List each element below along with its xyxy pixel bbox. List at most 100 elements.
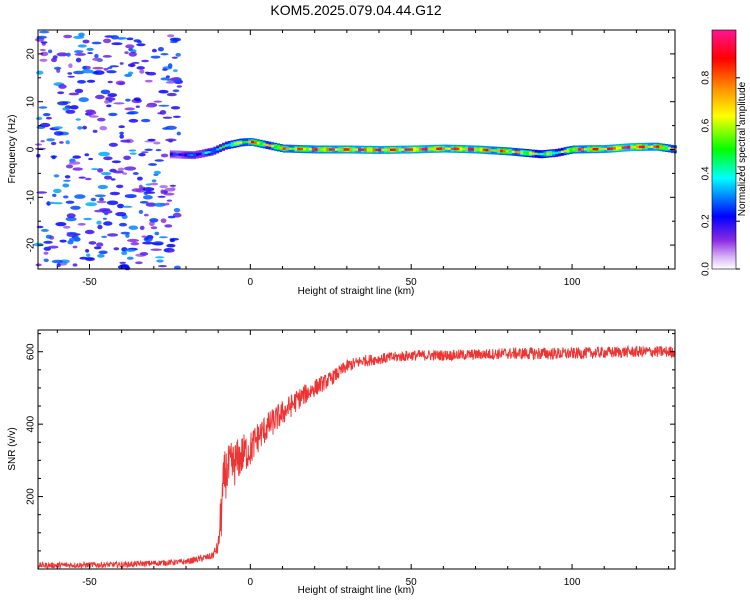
noise-speck — [103, 221, 113, 226]
noise-speck — [67, 75, 75, 78]
noise-speck — [94, 194, 106, 198]
signal-core-cell — [213, 149, 217, 152]
noise-speck — [124, 166, 137, 171]
signal-core-cell — [248, 140, 252, 144]
noise-speck — [153, 141, 161, 145]
noise-speck — [153, 100, 163, 103]
signal-core-cell — [230, 143, 234, 146]
signal-core-cell — [546, 152, 550, 155]
noise-speck — [176, 131, 181, 136]
noise-speck — [175, 53, 181, 57]
noise-speck — [150, 248, 162, 251]
noise-speck — [99, 197, 104, 202]
signal-core-cell — [193, 153, 197, 157]
noise-speck — [148, 163, 158, 166]
noise-speck — [85, 177, 92, 181]
noise-speck — [40, 228, 49, 232]
spectrogram-xtick-label: 50 — [406, 277, 418, 288]
noise-speck — [36, 116, 43, 121]
signal-core-cell — [282, 147, 286, 150]
noise-speck — [131, 188, 142, 192]
noise-speck — [96, 220, 102, 225]
signal-core-cell — [581, 148, 585, 151]
noise-speck — [131, 61, 140, 64]
signal-core-cell — [178, 153, 182, 156]
noise-speck — [77, 126, 83, 130]
noise-speck — [43, 258, 49, 263]
noise-speck — [74, 194, 86, 199]
noise-speck — [119, 134, 124, 139]
noise-speck — [98, 151, 110, 157]
signal-core-cell — [447, 147, 451, 150]
noise-speck — [66, 232, 77, 237]
noise-speck — [149, 221, 155, 227]
signal-core-cell — [445, 147, 448, 150]
signal-core-cell — [196, 153, 199, 156]
snr-xlabel: Height of straight line (km) — [298, 585, 415, 596]
signal-core-cell — [595, 148, 599, 151]
noise-speck — [124, 51, 129, 54]
noise-speck — [144, 79, 153, 83]
signal-core-cell — [610, 147, 613, 150]
noise-speck — [128, 225, 139, 230]
signal-core-cell — [670, 147, 674, 151]
noise-speck — [166, 92, 177, 97]
noise-speck — [150, 226, 158, 230]
noise-speck — [157, 47, 164, 52]
noise-speck — [101, 235, 108, 238]
noise-speck — [149, 218, 159, 223]
noise-speck — [111, 160, 122, 164]
noise-speck — [72, 167, 83, 171]
noise-speck — [68, 63, 73, 68]
noise-speck — [74, 88, 84, 94]
noise-speck — [133, 97, 141, 101]
noise-speck — [39, 30, 50, 34]
noise-speck — [170, 106, 181, 110]
noise-speck — [135, 261, 143, 265]
noise-speck — [52, 193, 57, 197]
signal-core-cell — [534, 152, 538, 155]
noise-speck — [70, 205, 81, 210]
noise-speck — [169, 40, 178, 44]
noise-speck — [166, 199, 173, 202]
signal-core-cell — [665, 146, 668, 150]
signal-core-cell — [224, 144, 228, 147]
noise-speck — [96, 200, 107, 204]
signal-core-cell — [462, 147, 466, 151]
snr-xtick-label: 0 — [248, 577, 254, 588]
noise-speck — [92, 66, 104, 70]
signal-core-cell — [398, 148, 402, 151]
noise-speck — [119, 131, 124, 135]
noise-speck — [127, 63, 136, 67]
snr-ticks: -50 0 50 100 200 400 600 — [26, 330, 675, 588]
noise-speck — [35, 263, 42, 267]
signal-core-cell — [242, 141, 246, 144]
noise-speck — [120, 139, 131, 143]
signal-core-cell — [303, 148, 307, 151]
noise-speck — [36, 70, 44, 75]
noise-speck — [68, 92, 80, 96]
signal-core-cell — [227, 143, 231, 147]
signal-core-cell — [473, 148, 477, 151]
signal-core-cell — [361, 148, 364, 151]
signal-core-cell — [479, 148, 483, 151]
noise-speck — [65, 164, 74, 169]
noise-speck — [86, 253, 91, 257]
signal-core-cell — [543, 152, 547, 156]
signal-core-cell — [572, 148, 576, 151]
signal-core-cell — [526, 151, 529, 155]
noise-speck — [141, 59, 150, 63]
noise-speck — [104, 175, 112, 180]
noise-speck — [99, 208, 111, 211]
noise-speck — [48, 245, 59, 249]
signal-core-cell — [358, 148, 362, 151]
noise-speck — [63, 179, 71, 182]
signal-core-cell — [511, 150, 515, 153]
noise-speck — [88, 241, 97, 245]
noise-speck — [157, 265, 168, 268]
snr-xtick-label: 50 — [406, 577, 418, 588]
noise-speck — [64, 175, 71, 179]
noise-speck — [160, 218, 167, 223]
noise-speck — [59, 239, 67, 243]
noise-speck — [152, 241, 164, 246]
